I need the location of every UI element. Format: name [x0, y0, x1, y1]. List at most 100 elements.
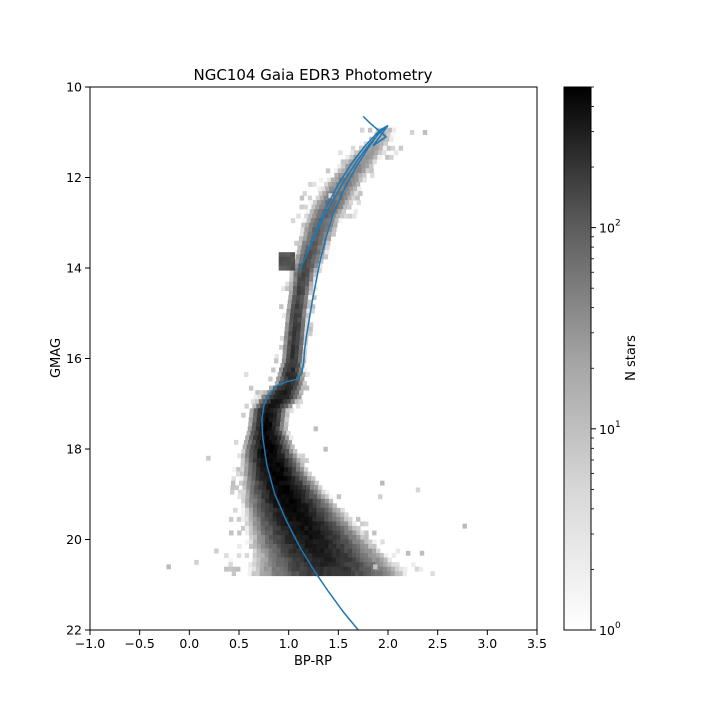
heatmap-cell: [390, 571, 396, 577]
heatmap-cell: [315, 566, 320, 572]
heatmap-cell: [372, 548, 377, 554]
heatmap-cell: [277, 412, 282, 418]
heatmap-cell: [240, 458, 246, 463]
heatmap-cell: [348, 516, 353, 522]
heatmap-cell: [251, 471, 257, 477]
heatmap-cell: [348, 530, 353, 536]
heatmap-cell: [277, 449, 282, 454]
heatmap-cell: [252, 467, 257, 472]
heatmap-cell: [314, 240, 319, 246]
heatmap-cell: [310, 485, 315, 491]
heatmap-cell: [347, 182, 353, 187]
heatmap-cell: [304, 512, 309, 518]
heatmap-cell: [328, 548, 333, 554]
heatmap-cell: [372, 159, 377, 165]
heatmap-cell: [304, 227, 309, 233]
heatmap-cell: [332, 213, 337, 219]
heatmap-cell: [319, 231, 324, 237]
heatmap-cell: [260, 467, 265, 472]
heatmap-cell: [253, 453, 258, 459]
heatmap-cell: [290, 381, 296, 386]
heatmap-cell: [295, 299, 300, 305]
heatmap-cell: [260, 525, 266, 531]
heatmap-cell: [301, 277, 306, 282]
heatmap-cell: [344, 544, 349, 549]
heatmap-cell: [350, 150, 355, 156]
heatmap-cell: [304, 535, 310, 540]
heatmap-cell: [340, 530, 345, 536]
heatmap-cell: [360, 530, 365, 536]
heatmap-cell: [260, 562, 265, 567]
heatmap-cell: [257, 489, 263, 495]
heatmap-cell: [364, 159, 369, 165]
heatmap-cell: [365, 168, 370, 174]
heatmap-cell: [273, 539, 278, 545]
heatmap-cell: [299, 344, 304, 350]
heatmap-cell: [286, 381, 292, 386]
heatmap-cell: [257, 435, 262, 441]
heatmap-cell: [265, 435, 270, 441]
heatmap-cell: [348, 539, 353, 545]
heatmap-cell: [347, 562, 352, 567]
heatmap-cell: [294, 399, 299, 405]
heatmap-cell: [272, 512, 278, 518]
heatmap-cell: [286, 399, 292, 405]
heatmap-cell: [308, 295, 313, 300]
heatmap-cell: [288, 403, 293, 409]
heatmap-cell: [290, 252, 296, 258]
heatmap-cell: [269, 412, 274, 418]
heatmap-cell: [363, 562, 368, 567]
y-tick-label: 16: [66, 351, 82, 366]
heatmap-cell: [324, 521, 329, 527]
heatmap-cell: [359, 141, 365, 147]
heatmap-cell: [394, 150, 399, 156]
heatmap-cell: [295, 254, 301, 260]
heatmap-cell: [293, 489, 298, 495]
heatmap-cell: [304, 295, 309, 300]
heatmap-cell: [229, 530, 234, 536]
heatmap-cell: [260, 507, 266, 513]
heatmap-cell: [305, 372, 310, 377]
heatmap-cell: [343, 571, 348, 577]
heatmap-cell: [276, 548, 281, 554]
heatmap-cell: [293, 277, 298, 282]
heatmap-cell: [308, 503, 314, 509]
colorbar-tick-exponent: 2: [615, 219, 621, 229]
heatmap-cell: [272, 557, 277, 563]
heatmap-cell: [316, 200, 322, 205]
heatmap-cell: [249, 494, 254, 500]
heatmap-cell: [288, 467, 293, 472]
heatmap-cell: [371, 557, 377, 563]
heatmap-cell: [296, 503, 302, 509]
heatmap-cell: [313, 245, 318, 251]
heatmap-cell: [262, 430, 267, 436]
heatmap-cell: [254, 485, 259, 491]
y-tick-label: 14: [66, 261, 82, 276]
heatmap-cell: [314, 480, 319, 486]
heatmap-cell: [284, 535, 290, 540]
heatmap-cell: [304, 326, 309, 332]
heatmap-cell: [232, 566, 237, 572]
heatmap-cell: [288, 512, 293, 518]
heatmap-cell: [268, 521, 274, 527]
heatmap-cell: [307, 254, 313, 260]
heatmap-cell: [272, 516, 277, 522]
heatmap-cell: [368, 544, 373, 549]
heatmap-cell: [312, 295, 317, 300]
heatmap-cell: [236, 516, 242, 522]
heatmap-cell: [280, 467, 285, 472]
heatmap-cell: [334, 177, 340, 183]
heatmap-cell: [294, 367, 300, 373]
heatmap-cell: [338, 173, 343, 178]
heatmap-cell: [348, 525, 353, 531]
heatmap-cell: [363, 145, 368, 151]
heatmap-cell: [358, 571, 364, 577]
heatmap-cell: [247, 471, 253, 477]
heatmap-cell: [367, 562, 372, 567]
heatmap-cell: [340, 525, 345, 531]
heatmap-cell: [276, 562, 281, 567]
heatmap-cell: [264, 453, 270, 459]
heatmap-cell: [264, 544, 270, 549]
heatmap-cell: [246, 444, 251, 450]
